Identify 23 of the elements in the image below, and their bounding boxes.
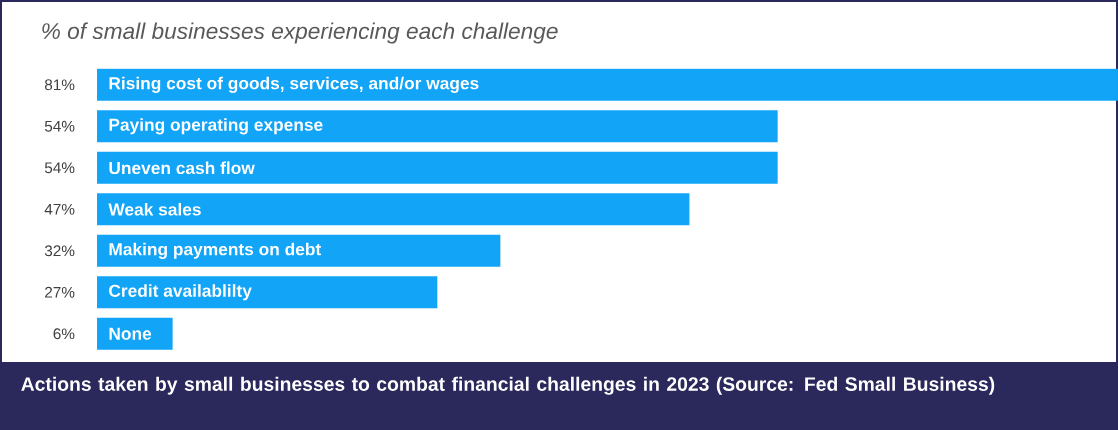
data-label: 32% (44, 245, 75, 257)
bar (97, 151, 778, 184)
bar (97, 276, 438, 309)
y-tick-label: Weak sales (108, 202, 201, 216)
data-label: 81% (44, 79, 75, 91)
text: Actions taken by small businesses to combat financial challenges in 2023 (Source: Fed Small Business) (21, 376, 995, 395)
data-label: 6% (53, 328, 75, 340)
bar (97, 234, 501, 267)
bar (97, 110, 778, 143)
data-label: 54% (44, 120, 75, 132)
chart-title: % of small businesses experiencing each challenge (42, 22, 558, 44)
bar (97, 68, 1118, 101)
y-tick-label: Making payments on debt (109, 242, 322, 259)
y-tick-label: Uneven cash flow (109, 161, 255, 175)
bar (97, 193, 690, 226)
y-tick-label: Rising cost of goods, services, and/or wages (109, 76, 479, 93)
y-tick-label: None (109, 327, 152, 340)
bar (97, 317, 173, 350)
y-tick-label: Paying operating expense (109, 118, 323, 135)
data-label: 47% (44, 203, 75, 215)
data-label: 54% (44, 162, 75, 174)
data-label: 27% (45, 286, 75, 298)
y-tick-label: Credit availablilty (109, 284, 252, 301)
